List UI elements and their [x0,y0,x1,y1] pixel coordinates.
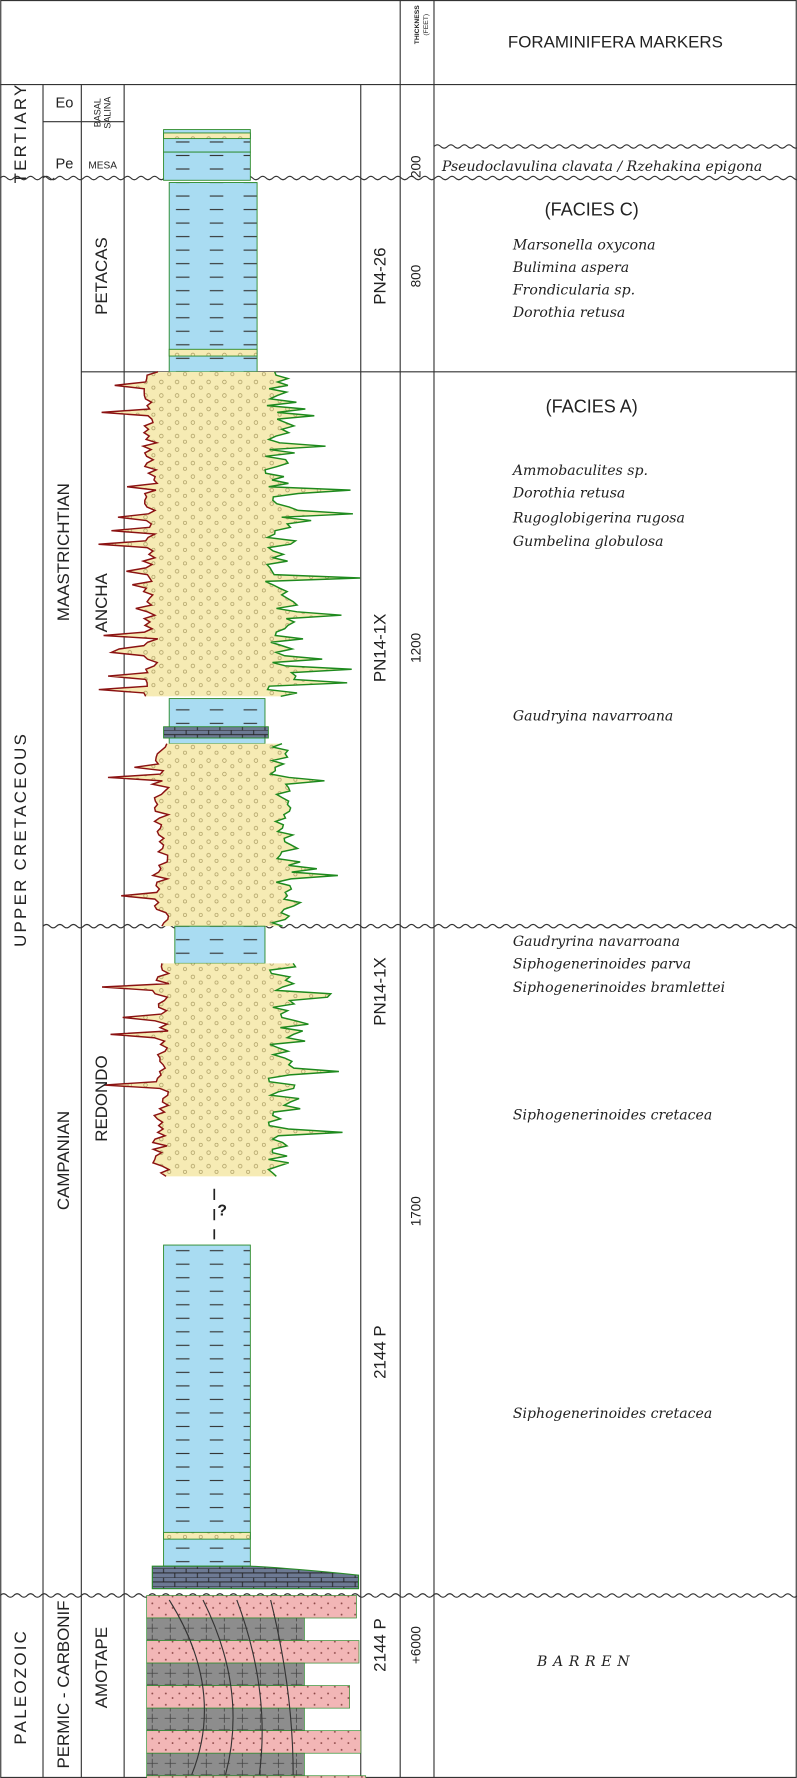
page: {"header":{"thickness_label":"THICKNESS"… [0,0,797,1778]
thickness-label: +6000 [409,1626,424,1664]
formation-label: AMOTAPE [92,1627,111,1708]
period-label: PERMIC - CARBONIF [54,1600,73,1768]
formation-label: ANCHA [92,573,111,633]
well-label: PN14-1X [371,614,390,683]
facies-label: (FACIES A) [546,397,638,417]
marker-name: Rugoglobigerina rugosa [512,510,685,526]
era-label: TERTIARY [11,82,30,183]
lithology-amotape [147,1708,305,1731]
uncertain-mark: ? [217,1202,227,1219]
marker-name: Marsonella oxycona [512,238,656,254]
formation-label: PETACAS [92,237,111,315]
marker-name: Ammobaculites sp. [511,463,648,479]
period-label: MAASTRICHTIAN [54,483,73,621]
thickness-unit: (FEET) [423,14,430,36]
formation-label: SALINA [103,97,113,129]
lithology-log [99,130,366,1778]
lithology-fill [99,372,361,697]
facies-label: (FACIES C) [545,199,639,219]
border [1,1,796,1778]
era-label: UPPER CRETACEOUS [11,732,30,947]
lithology-amotape [147,1663,305,1686]
formation-label: BASAL [93,98,103,127]
thickness-label: 800 [409,265,424,288]
marker-name: Dorothia retusa [512,486,625,502]
lithology-amotape [147,1731,361,1754]
formation-label: MESA [88,160,117,171]
thickness-label: 1200 [409,633,424,663]
lithology-amotape [147,1686,350,1709]
limestone [152,1566,358,1589]
unconformity [43,924,797,927]
marker-name: Siphogenerinoides cretacea [513,1107,712,1123]
era-label: PALEOZOIC [11,1629,30,1745]
lithology-shale [164,1245,251,1566]
well-label: PN14-1X [371,957,390,1026]
lithology-sand [164,133,251,139]
lithology-shale [175,926,265,963]
marker-name: Siphogenerinoides parva [513,956,691,972]
marker-name: Siphogenerinoides bramlettei [513,980,725,996]
marker-name: Gumbelina globulosa [513,534,664,550]
lithology-fill [102,963,342,1176]
gamma-ray-curve [102,963,169,1176]
thickness-header: THICKNESS [414,5,421,45]
well-label: 2144 P [371,1325,390,1379]
barren-label: BARREN [536,1654,635,1670]
lithology-amotape [147,1618,305,1641]
unconformity [434,145,797,148]
lithology-sand [164,1532,251,1539]
marker-name: Dorothia retusa [512,305,625,321]
marker-name: Gaudryina navarroana [513,709,673,725]
lithology-shale [169,183,257,372]
stratigraphic-column: THICKNESS(FEET) FORAMINIFERA MARKERS TERTI… [0,0,797,1778]
frame [0,0,797,1778]
well-label: PN4-26 [371,247,390,304]
period-label: CAMPANIAN [54,1111,73,1210]
marker-name: Pseudoclavulina clavata / Rzehakina epig… [441,159,762,175]
thickness-label: 1700 [409,1196,424,1226]
lithology-amotape [147,1753,305,1776]
marker-name: Bulimina aspera [512,260,629,276]
lithology-shale [164,152,251,180]
unconformity [0,1594,797,1597]
thickness-label: 200 [409,155,424,178]
marker-name: Gaudryrina navarroana [513,934,680,950]
formation-label: REDONDO [92,1055,111,1141]
period-label: Eo [55,96,73,112]
lithology-sand [169,349,257,356]
markers-header: FORAMINIFERA MARKERS [508,32,723,51]
lithology-fill [108,744,338,927]
marker-name: Frondicularia sp. [512,283,635,299]
well-label: 2144 P [371,1618,390,1672]
marker-name: Siphogenerinoides cretacea [513,1406,712,1422]
lithology-lime [164,727,269,738]
period-label: Pe [55,156,73,172]
